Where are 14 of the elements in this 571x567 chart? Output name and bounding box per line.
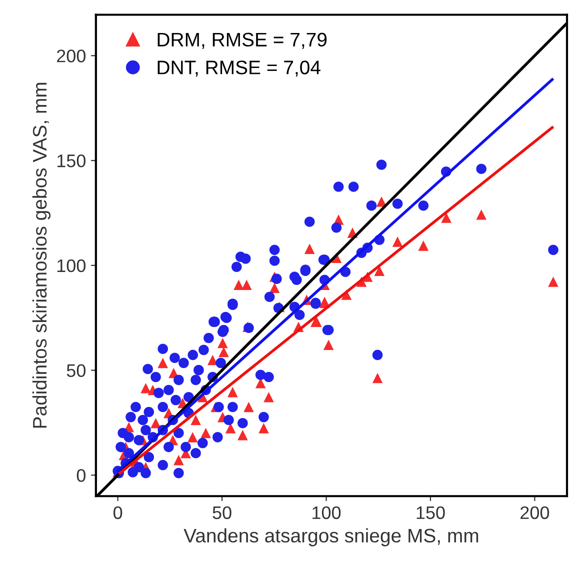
y-tick-label: 100 (57, 259, 86, 272)
legend-label: DNT, RMSE = 7,04 (158, 60, 320, 77)
legend-label: DRM, RMSE = 7,79 (158, 32, 327, 49)
x-tick-label: 100 (312, 506, 341, 520)
y-tick-label: 50 (66, 364, 86, 377)
x-tick-label: 0 (114, 506, 122, 520)
y-tick-label: 0 (76, 469, 86, 482)
x-tick-label: 150 (416, 506, 445, 520)
y-tick-label: 150 (57, 154, 86, 168)
y-tick-label: 200 (56, 50, 86, 62)
x-tick-label: 200 (520, 506, 550, 520)
x-axis-title: Vandens atsargos sniege MS, mm (184, 528, 478, 546)
y-axis-title: Padidintos skiriamosios gebos VAS, mm (32, 82, 51, 428)
x-tick-label: 50 (212, 506, 232, 520)
